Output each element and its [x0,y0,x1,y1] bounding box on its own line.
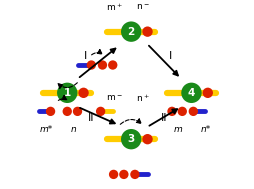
Circle shape [98,60,107,70]
Text: 4: 4 [187,88,194,98]
Circle shape [119,170,128,179]
Circle shape [57,83,77,103]
Circle shape [86,60,96,70]
Circle shape [96,107,105,116]
Circle shape [121,21,141,42]
Circle shape [130,170,139,179]
Circle shape [62,107,72,116]
Text: 1: 1 [63,88,71,98]
Text: II: II [88,113,94,123]
Text: m$^-$: m$^-$ [106,94,122,103]
Text: n$^-$: n$^-$ [136,3,150,12]
Text: n: n [71,125,76,134]
Text: 3: 3 [127,134,134,144]
Circle shape [46,107,55,116]
Circle shape [177,107,186,116]
Text: II: II [161,113,167,123]
Circle shape [142,134,152,144]
Circle shape [108,60,117,70]
Circle shape [121,129,141,149]
Text: m: m [173,125,182,134]
Circle shape [181,83,201,103]
Text: n*: n* [199,125,210,134]
Text: m$^+$: m$^+$ [106,2,122,13]
Text: I: I [168,51,171,61]
Text: m*: m* [39,125,52,134]
Text: 2: 2 [127,27,134,37]
Circle shape [78,88,88,98]
Circle shape [108,170,118,179]
Circle shape [167,107,176,116]
Circle shape [202,88,212,98]
Circle shape [73,107,82,116]
Circle shape [142,26,152,37]
Text: n$^+$: n$^+$ [136,93,150,104]
Circle shape [188,107,197,116]
Text: I: I [84,51,87,61]
